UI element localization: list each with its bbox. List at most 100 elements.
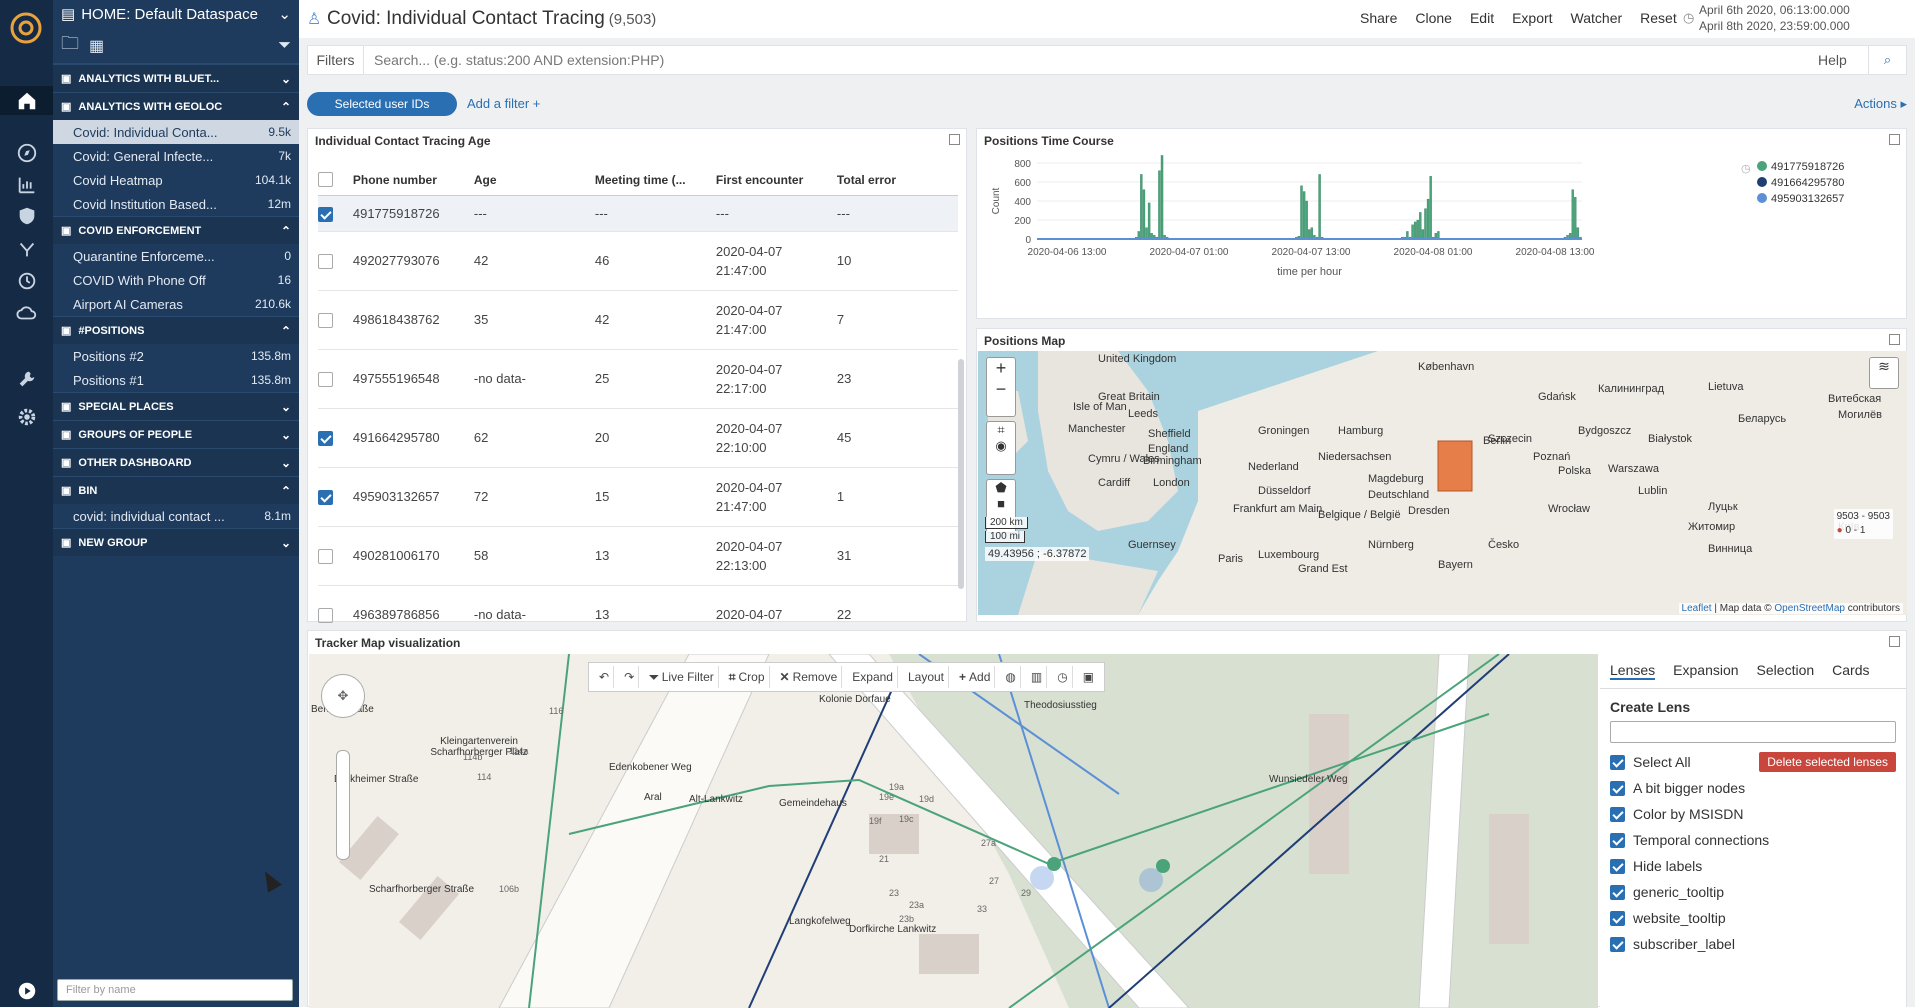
row-select-cell[interactable] xyxy=(318,526,353,586)
sidebar-item[interactable]: Covid: General Infecte... 7k xyxy=(53,144,299,168)
cloud-icon[interactable] xyxy=(12,298,41,327)
gear-icon[interactable] xyxy=(12,402,41,431)
time-range[interactable]: April 6th 2020, 06:13:00.000 April 8th 2… xyxy=(1699,2,1850,34)
column-header[interactable]: Total error xyxy=(836,165,958,196)
select-all-checkbox[interactable] xyxy=(1610,754,1625,770)
chart-bar[interactable] xyxy=(1140,174,1143,240)
sidebar-item[interactable]: covid: individual contact ... 8.1m xyxy=(53,504,299,528)
positions-map[interactable]: United Kingdom Great Britain Leeds Isle of … xyxy=(978,351,1907,615)
legend-item[interactable]: 491775918726 xyxy=(1757,159,1844,175)
row-select-cell[interactable] xyxy=(318,290,353,350)
lens-tab[interactable]: Cards xyxy=(1832,662,1870,678)
chart-bar[interactable] xyxy=(1147,202,1151,240)
zoom-slider[interactable] xyxy=(336,750,350,860)
berlin-cluster[interactable] xyxy=(1437,440,1473,492)
live-filter-button[interactable]: ⏷ Live Filter xyxy=(645,666,719,688)
row-checkbox[interactable] xyxy=(318,431,333,447)
row-checkbox[interactable] xyxy=(318,490,333,506)
row-checkbox[interactable] xyxy=(318,608,333,624)
new-folder-icon[interactable]: 🗀 xyxy=(61,32,79,53)
chart-bar[interactable] xyxy=(1158,170,1161,240)
chevron-down-icon[interactable]: ⌄ xyxy=(280,427,291,442)
chart-icon[interactable] xyxy=(12,170,41,199)
sidebar-group[interactable]: ▣ OTHER DASHBOARD ⌄ xyxy=(53,448,299,476)
chevron-up-icon[interactable]: ⌃ xyxy=(280,323,291,338)
sidebar-item[interactable]: Quarantine Enforceme... 0 xyxy=(53,244,299,268)
select-all-row[interactable]: Select All Delete selected lenses xyxy=(1600,749,1906,775)
lens-checkbox[interactable] xyxy=(1610,936,1625,952)
lens-item[interactable]: website_tooltip xyxy=(1600,905,1906,931)
lens-checkbox[interactable] xyxy=(1610,832,1625,848)
chart-bar[interactable] xyxy=(1137,231,1140,240)
header-action-reset[interactable]: Reset xyxy=(1640,10,1677,26)
expand-icon[interactable] xyxy=(1889,134,1900,145)
new-dashboard-icon[interactable]: ▦ xyxy=(89,37,105,55)
wrench-icon[interactable] xyxy=(12,364,41,393)
delete-lenses-button[interactable]: Delete selected lenses xyxy=(1759,752,1896,772)
sidebar-item[interactable]: Covid: Individual Conta... 9.5k xyxy=(53,120,299,144)
sidebar-group[interactable]: ▣ #POSITIONS ⌃ xyxy=(53,316,299,344)
table-row[interactable]: 490281006170 58 13 2020-04-07 22:13:00 31 xyxy=(318,526,958,586)
lens-checkbox[interactable] xyxy=(1610,910,1625,926)
polygon-icon[interactable]: ⬟ xyxy=(995,480,1007,495)
sidebar-group[interactable]: ▣ ANALYTICS WITH BLUET... ⌄ xyxy=(53,64,299,92)
sidebar-item[interactable]: Covid Heatmap 104.1k xyxy=(53,168,299,192)
lens-tab[interactable]: Selection xyxy=(1756,662,1815,678)
table-row[interactable]: 491775918726 --- --- --- --- xyxy=(318,195,958,232)
globe-icon[interactable]: ◍ xyxy=(1001,666,1021,688)
row-checkbox[interactable] xyxy=(318,549,333,565)
chart-bar[interactable] xyxy=(1413,221,1417,240)
clock-icon[interactable]: ◷ xyxy=(1053,666,1073,688)
dataspace-selector[interactable]: ▤ HOME: Default Dataspace ⌄ xyxy=(53,0,299,28)
help-link[interactable]: Help xyxy=(1818,52,1847,68)
column-header[interactable]: Meeting time (... xyxy=(594,165,716,196)
rectangle-icon[interactable]: ■ xyxy=(997,496,1005,511)
map-icon[interactable]: ▥ xyxy=(1027,666,1048,688)
sidebar-group[interactable]: ▣ ANALYTICS WITH GEOLOC ⌃ xyxy=(53,92,299,120)
undo-icon[interactable]: ↶ xyxy=(595,666,615,688)
chevron-up-icon[interactable]: ⌃ xyxy=(280,483,291,498)
chart-bar[interactable] xyxy=(1305,200,1308,240)
layout-button[interactable]: Layout xyxy=(904,666,950,688)
chart-bar[interactable] xyxy=(1416,219,1419,240)
expand-icon[interactable] xyxy=(949,134,960,145)
chart-bar[interactable] xyxy=(1302,191,1306,240)
chart-bar[interactable] xyxy=(1571,189,1574,240)
filter-pill[interactable]: Selected user IDs xyxy=(307,92,457,116)
row-select-cell[interactable] xyxy=(318,408,353,468)
table-row[interactable]: 497555196548 -no data- 25 2020-04-07 22:17:0… xyxy=(318,349,958,409)
sidebar-group[interactable]: ▣ SPECIAL PLACES ⌄ xyxy=(53,392,299,420)
search-button[interactable]: ⌕ xyxy=(1868,46,1906,74)
row-checkbox[interactable] xyxy=(318,372,333,388)
sidebar-item[interactable]: Covid Institution Based... 12m xyxy=(53,192,299,216)
table-scrollbar[interactable] xyxy=(958,359,964,589)
expand-icon[interactable] xyxy=(1889,334,1900,345)
column-header[interactable]: First encounter xyxy=(715,165,837,196)
lens-checkbox[interactable] xyxy=(1610,858,1625,874)
osm-link[interactable]: OpenStreetMap xyxy=(1774,603,1845,614)
lens-checkbox[interactable] xyxy=(1610,780,1625,796)
sidebar-item[interactable]: Positions #1 135.8m xyxy=(53,368,299,392)
chart-bar[interactable] xyxy=(1424,208,1427,240)
lens-tab[interactable]: Lenses xyxy=(1610,662,1656,680)
lens-select[interactable] xyxy=(1610,721,1896,743)
person-node[interactable] xyxy=(1139,859,1170,892)
chart-bar[interactable] xyxy=(1300,185,1303,240)
header-action-clone[interactable]: Clone xyxy=(1415,10,1452,26)
sidebar-item[interactable]: Positions #2 135.8m xyxy=(53,344,299,368)
expand-button[interactable]: Expand xyxy=(848,666,898,688)
chart-bar[interactable] xyxy=(1576,227,1580,240)
clear-filter-icon[interactable]: ⏷ xyxy=(278,36,291,54)
table-row[interactable]: 498618438762 35 42 2020-04-07 21:47:00 7 xyxy=(318,290,958,350)
lens-checkbox[interactable] xyxy=(1610,806,1625,822)
chevron-up-icon[interactable]: ⌃ xyxy=(280,99,291,114)
legend-collapse-icon[interactable]: ◷ xyxy=(1741,163,1751,175)
crop-icon[interactable]: ⌗ xyxy=(997,422,1005,437)
lens-item[interactable]: Temporal connections xyxy=(1600,827,1906,853)
chart-bar[interactable] xyxy=(1419,212,1422,240)
person-node[interactable] xyxy=(1030,857,1061,890)
chevron-down-icon[interactable]: ⌄ xyxy=(280,399,291,414)
actions-menu[interactable]: Actions ▸ xyxy=(1854,96,1907,111)
column-header[interactable]: Age xyxy=(473,165,595,196)
row-select-cell[interactable] xyxy=(318,195,353,232)
